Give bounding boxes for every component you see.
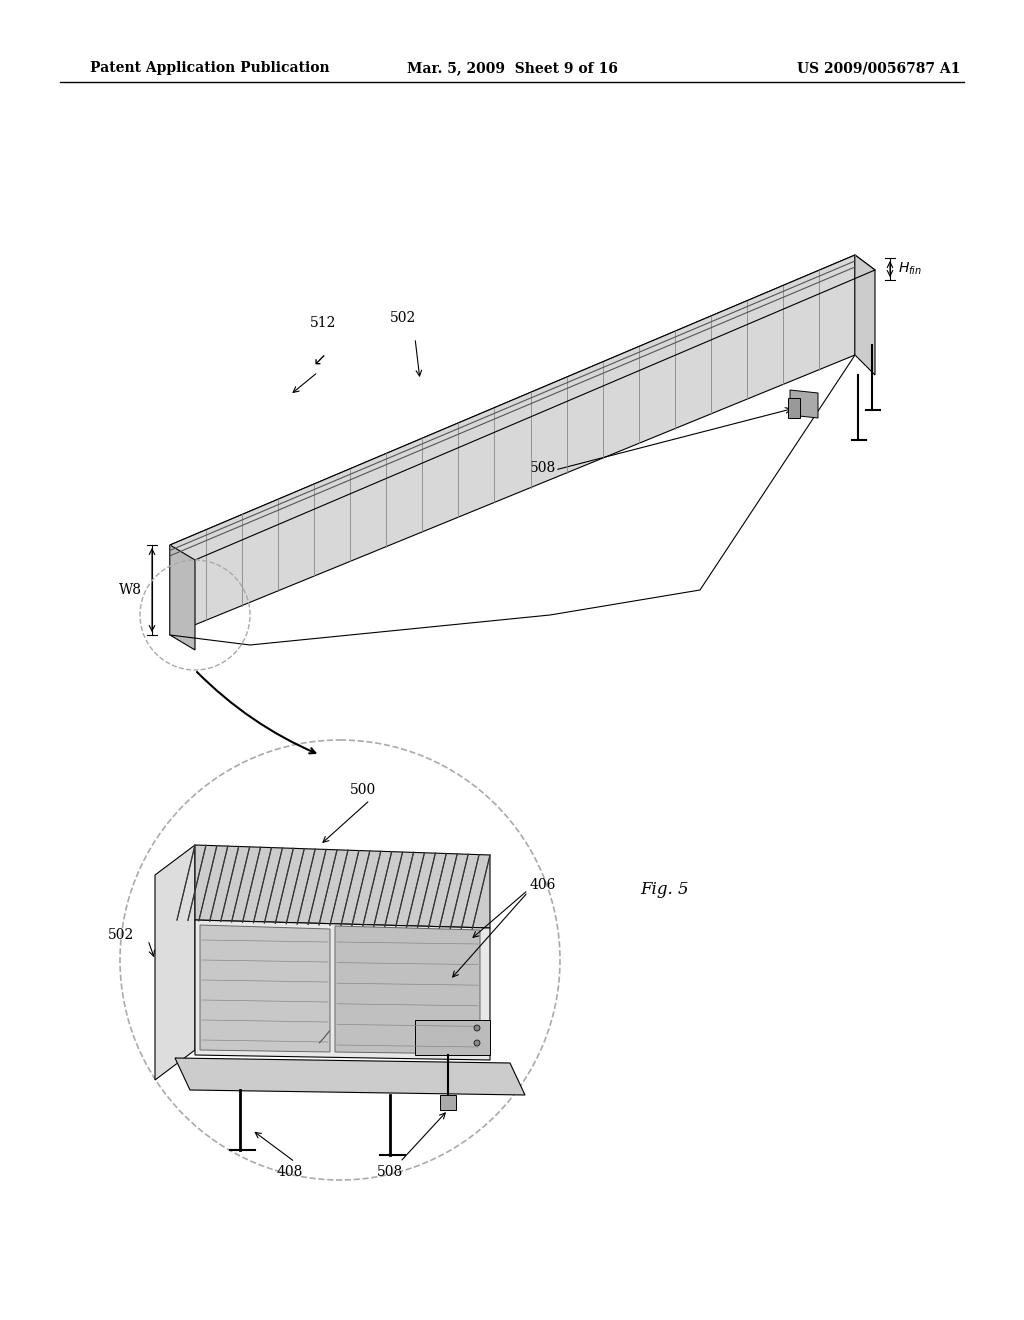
Text: $H_{fin}$: $H_{fin}$ (898, 261, 922, 277)
Polygon shape (195, 920, 490, 1060)
Polygon shape (195, 845, 490, 928)
Polygon shape (200, 925, 330, 1052)
Text: Mar. 5, 2009  Sheet 9 of 16: Mar. 5, 2009 Sheet 9 of 16 (407, 61, 617, 75)
Polygon shape (415, 1020, 490, 1055)
Text: US 2009/0056787 A1: US 2009/0056787 A1 (797, 61, 961, 75)
Text: 508: 508 (530, 461, 556, 475)
Polygon shape (170, 255, 855, 635)
Polygon shape (170, 545, 195, 649)
Polygon shape (855, 255, 874, 375)
Circle shape (120, 741, 560, 1180)
Text: 502: 502 (108, 928, 134, 942)
Text: ↙: ↙ (313, 351, 327, 370)
Text: 500: 500 (350, 783, 376, 797)
Text: 508: 508 (377, 1166, 403, 1179)
Polygon shape (170, 255, 874, 560)
Text: 406: 406 (530, 878, 556, 892)
Text: W8: W8 (119, 583, 142, 597)
Text: 512: 512 (310, 315, 336, 330)
Circle shape (474, 1026, 480, 1031)
Polygon shape (440, 1096, 456, 1110)
Circle shape (474, 1040, 480, 1045)
Polygon shape (155, 845, 195, 1080)
Text: Patent Application Publication: Patent Application Publication (90, 61, 330, 75)
Polygon shape (790, 389, 818, 418)
Polygon shape (788, 399, 800, 418)
Text: Fig. 5: Fig. 5 (640, 882, 688, 899)
Polygon shape (175, 1059, 525, 1096)
Text: 502: 502 (390, 312, 416, 325)
Polygon shape (335, 927, 480, 1053)
Text: 408: 408 (276, 1166, 303, 1179)
